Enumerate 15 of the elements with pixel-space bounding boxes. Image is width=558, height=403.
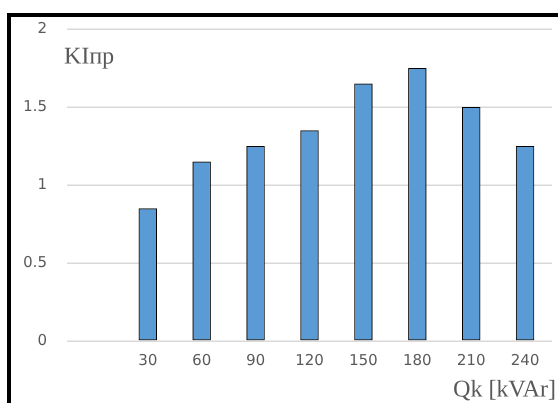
y-tick-label: 2: [37, 18, 47, 37]
y-tick-label: 0: [37, 330, 47, 349]
x-tick-label: 180: [402, 350, 432, 369]
x-axis-title: Qk [kVAr]: [453, 376, 556, 402]
x-tick-label: 120: [295, 350, 324, 369]
x-tick-label: 240: [510, 350, 540, 369]
y-tick-label: 0.5: [23, 252, 47, 271]
x-tick-label: 210: [456, 350, 486, 369]
x-tick-label: 150: [349, 350, 378, 369]
y-tick-label: 1.5: [23, 96, 47, 115]
y-axis-title: KIпр: [64, 43, 114, 70]
x-tick-label: 30: [138, 350, 158, 369]
x-tick-label: 90: [246, 350, 266, 369]
y-tick-label: 1: [37, 174, 47, 193]
x-tick-label: 60: [192, 350, 212, 369]
